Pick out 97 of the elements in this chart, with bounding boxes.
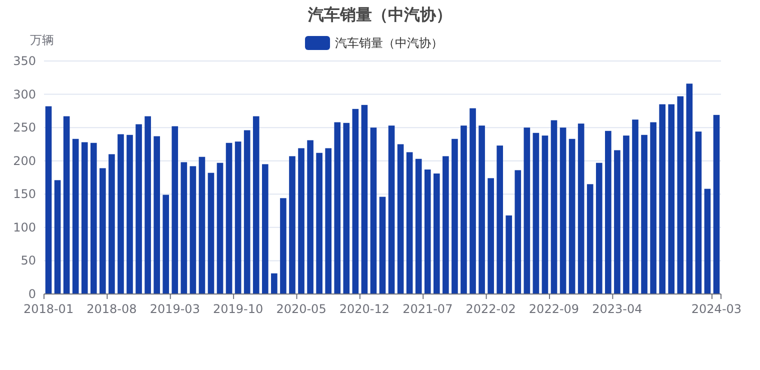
bar xyxy=(208,172,214,294)
y-tick-label: 250 xyxy=(13,120,36,135)
x-tick-label: 2020-12 xyxy=(339,302,390,316)
bar xyxy=(686,84,693,294)
bar xyxy=(280,198,286,294)
bar xyxy=(460,126,467,294)
bar xyxy=(190,166,196,294)
bar xyxy=(478,126,485,294)
bar xyxy=(488,178,494,294)
bar xyxy=(641,134,648,294)
y-axis-title: 万辆 xyxy=(30,33,54,47)
bar xyxy=(172,126,178,294)
bar xyxy=(532,132,540,294)
bar xyxy=(452,138,458,294)
bar xyxy=(144,116,151,294)
x-tick-label: 2019-03 xyxy=(150,302,200,316)
bar xyxy=(307,140,314,294)
bar xyxy=(154,136,160,294)
bar xyxy=(334,122,341,294)
bar xyxy=(596,162,602,294)
bar xyxy=(623,136,630,294)
bar xyxy=(81,142,88,294)
x-tick-label: 2024-03 xyxy=(691,302,742,316)
bar xyxy=(442,156,449,294)
bar xyxy=(216,162,224,294)
bar xyxy=(108,154,115,294)
bar xyxy=(198,156,206,294)
legend-label: 汽车销量（中汽协） xyxy=(335,36,443,50)
x-tick-label: 2018-08 xyxy=(86,302,137,316)
bar xyxy=(713,114,720,294)
x-tick-label: 2018-01 xyxy=(23,302,74,316)
bar xyxy=(605,130,612,294)
bar xyxy=(650,122,656,294)
x-tick-label: 2022-02 xyxy=(466,302,516,316)
bar xyxy=(271,273,278,294)
bar xyxy=(162,194,170,294)
y-tick-label: 150 xyxy=(13,187,36,202)
y-tick-label: 0 xyxy=(28,287,36,301)
bar xyxy=(542,136,548,294)
bar xyxy=(54,180,61,294)
bar xyxy=(325,148,332,294)
bar xyxy=(72,138,79,294)
bar xyxy=(370,128,377,294)
bar xyxy=(343,122,350,294)
bar xyxy=(180,162,188,294)
bar xyxy=(496,146,504,294)
chart-title: 汽车销量（中汽协） xyxy=(307,5,452,24)
bar xyxy=(100,168,106,294)
bar xyxy=(298,148,304,294)
bar xyxy=(434,174,440,294)
bar xyxy=(126,134,133,294)
bar xyxy=(568,138,576,294)
bar xyxy=(352,108,359,294)
bar xyxy=(234,142,242,294)
bar xyxy=(289,156,296,294)
bar xyxy=(406,152,413,294)
x-tick-label: 2019-10 xyxy=(213,302,264,316)
y-tick-label: 300 xyxy=(13,87,36,102)
bar xyxy=(586,184,594,294)
bar xyxy=(560,128,566,294)
bar xyxy=(415,158,422,294)
bar xyxy=(63,116,70,294)
bar xyxy=(316,152,322,294)
bar xyxy=(632,120,638,294)
bar xyxy=(668,104,675,294)
bar xyxy=(118,134,124,294)
bar xyxy=(524,128,530,294)
bar xyxy=(514,170,522,294)
bar xyxy=(677,96,684,294)
x-tick-label: 2023-04 xyxy=(592,302,642,316)
bar xyxy=(614,150,620,294)
bar xyxy=(45,106,52,294)
y-tick-label: 350 xyxy=(13,54,36,68)
bar xyxy=(424,170,431,294)
x-tick-label: 2022-09 xyxy=(528,302,580,316)
bar xyxy=(388,126,395,294)
bar xyxy=(244,130,250,294)
bar xyxy=(361,104,368,294)
bar xyxy=(470,108,476,294)
bar xyxy=(506,215,512,294)
bar xyxy=(397,144,404,294)
bar xyxy=(252,116,260,294)
bar xyxy=(262,164,268,294)
bar xyxy=(90,142,97,294)
bar xyxy=(695,132,702,294)
bar xyxy=(550,120,558,294)
y-tick-label: 200 xyxy=(13,154,36,168)
bar xyxy=(379,196,386,294)
bar xyxy=(704,188,711,294)
x-tick-label: 2020-05 xyxy=(276,302,326,316)
y-tick-label: 50 xyxy=(20,254,36,268)
bar xyxy=(659,104,666,294)
bar xyxy=(136,124,142,294)
bar xyxy=(226,142,232,294)
x-tick-label: 2021-07 xyxy=(402,302,453,316)
y-tick-label: 100 xyxy=(13,220,36,234)
bar xyxy=(578,124,584,294)
